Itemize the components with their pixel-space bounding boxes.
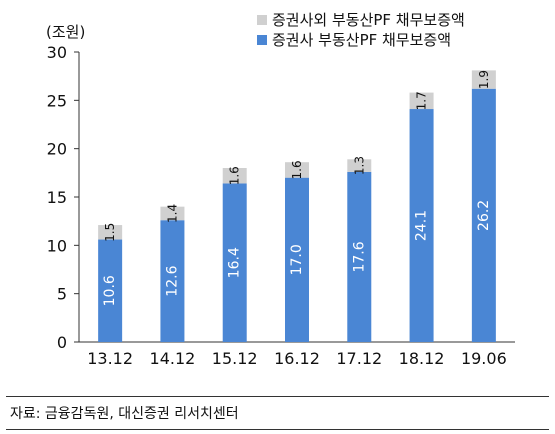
bar-segment (285, 162, 309, 178)
bar-segment (347, 159, 372, 172)
y-tick-label: 25 (47, 91, 67, 110)
source-bottom-rule (6, 429, 549, 430)
x-tick-label: 18.12 (399, 349, 445, 368)
legend-swatch (257, 15, 267, 25)
bar-segment (285, 177, 309, 342)
source-top-rule (6, 396, 549, 397)
x-tick-label: 19.06 (461, 349, 507, 368)
y-unit-label: (조원) (46, 23, 85, 41)
x-tick-label: 15.12 (212, 349, 258, 368)
y-tick-label: 0 (57, 333, 67, 352)
data-label: 1.6 (228, 166, 242, 185)
data-label: 17.0 (289, 244, 305, 275)
x-tick-label: 13.12 (87, 349, 133, 368)
bar-segment (471, 88, 496, 342)
chart: 0 5 10 15 20 25 30 (조원) 10.6 1.5 13.12 12.6 1.4 14.12… (46, 11, 515, 368)
data-label: 1.4 (165, 204, 179, 223)
bar-segment (347, 171, 372, 342)
legend-swatch (257, 35, 267, 45)
stacked-bar-chart: 0 5 10 15 20 25 30 (조원) 10.6 1.5 13.12 12.6 1.4 14.12… (46, 11, 515, 368)
y-tick-label: 15 (47, 188, 67, 207)
y-tick-label: 20 (47, 140, 67, 159)
data-label: 1.6 (290, 160, 304, 179)
bar-segment (409, 109, 434, 343)
source-note: 자료: 금융감독원, 대신증권 리서치센터 (10, 406, 239, 422)
data-label: 12.6 (164, 265, 180, 296)
y-tick-label: 10 (47, 236, 67, 255)
data-label: 10.6 (102, 275, 118, 306)
bar-segment (409, 92, 434, 110)
bar-segment (222, 168, 247, 184)
data-label: 26.2 (476, 200, 492, 231)
x-tick-label: 14.12 (150, 349, 196, 368)
x-tick-label: 17.12 (336, 349, 382, 368)
bar-segment (98, 239, 123, 342)
data-label: 1.3 (352, 156, 366, 175)
bar-segment (98, 225, 123, 240)
y-tick-label: 30 (47, 43, 67, 62)
data-label: 24.1 (414, 210, 430, 241)
bar-segment (222, 183, 247, 342)
data-label: 1.9 (477, 70, 491, 89)
bar-segment (160, 220, 185, 342)
data-label: 16.4 (227, 247, 243, 278)
y-tick-label: 5 (57, 285, 67, 304)
bar-segment (471, 70, 496, 89)
bar-segment (160, 206, 185, 221)
x-tick-label: 16.12 (274, 349, 320, 368)
data-label: 1.7 (415, 91, 429, 110)
data-label: 17.6 (351, 241, 367, 272)
data-label: 1.5 (103, 223, 117, 242)
legend-label: 증권사 부동산PF 채무보증액 (272, 31, 451, 49)
legend-label: 증권사외 부동산PF 채무보증액 (272, 11, 465, 29)
